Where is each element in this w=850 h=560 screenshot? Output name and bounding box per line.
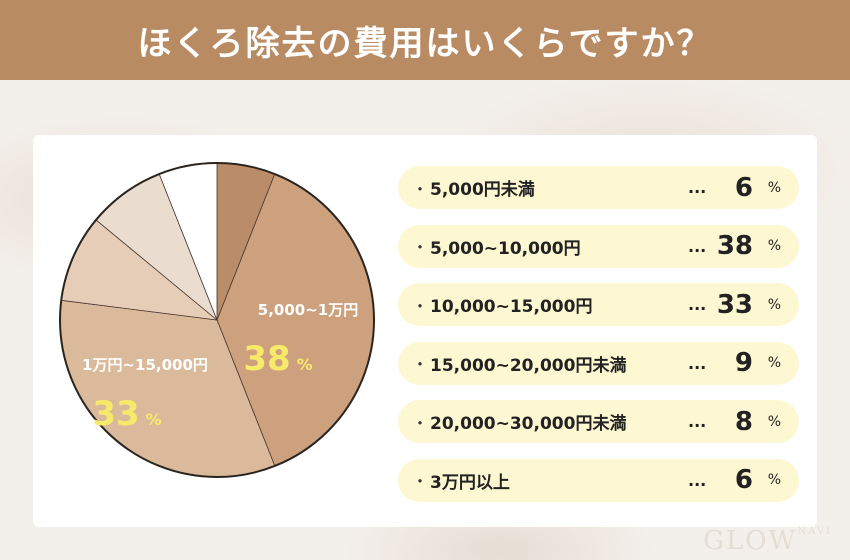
legend-value: 38 [716, 231, 753, 261]
legend-dots: ... [688, 236, 707, 256]
legend-value: 6 [734, 465, 753, 495]
legend-bullet: ・ [412, 413, 429, 433]
legend-unit: % [767, 355, 781, 371]
legend-row: ・ 5,000円未満... 6% [398, 166, 799, 209]
legend-label: 20,000~30,000円未満 [430, 414, 627, 434]
legend-row: ・ 20,000~30,000円未満... 8% [398, 400, 799, 443]
legend-unit: % [767, 179, 781, 196]
pie-outline [59, 162, 375, 478]
logo-sub: NAVI [797, 526, 832, 537]
legend-value: 9 [734, 348, 753, 378]
logo: GLOWNAVI [703, 526, 832, 556]
legend-row: ・ 5,000~10,000円... 38% [398, 224, 799, 268]
legend-label: 15,000~20,000円未満 [430, 355, 627, 376]
legend: ・ 5,000円未満... 6% ・ 5,000~10,000円... 38% ・ 10,00… [398, 166, 799, 517]
legend-bullet: ・ [412, 179, 429, 199]
legend-value: 6 [734, 172, 753, 203]
legend-row: ・ 15,000~20,000円未満... 9% [398, 341, 799, 385]
legend-label: 5,000円未満 [430, 180, 535, 200]
legend-bullet: ・ [412, 238, 429, 257]
legend-dots: ... [688, 178, 707, 197]
legend-unit: % [767, 238, 781, 254]
legend-value: 8 [734, 406, 753, 437]
legend-dots: ... [688, 295, 707, 314]
pie-chart: 5,000~1万円 38% 1万円~15,000円 33% [50, 160, 390, 500]
legend-value: 33 [716, 289, 753, 320]
pie-label-1: 5,000~1万円 [258, 301, 358, 319]
pie-chart-svg: 5,000~1万円 38 % 1万円~15,000円 33% [59, 162, 375, 478]
legend-dots: ... [688, 470, 707, 490]
legend-label: 5,000~10,000円 [430, 238, 581, 259]
legend-bullet: ・ [412, 355, 429, 374]
legend-label: 10,000~15,000円 [430, 297, 593, 317]
pie-value-1: 38% [243, 339, 312, 379]
legend-unit: % [767, 472, 781, 488]
header-banner: ほくろ除去の費用はいくらですか？ [0, 0, 850, 80]
legend-dots: ... [688, 412, 707, 431]
legend-label: 3万円以上 [430, 472, 510, 493]
pie-value-2: 33% [92, 394, 161, 434]
pie-label-2: 1万円~15,000円 [82, 356, 208, 374]
legend-bullet: ・ [412, 472, 429, 491]
legend-row: ・ 10,000~15,000円... 33% [398, 283, 799, 326]
legend-unit: % [767, 296, 781, 313]
logo-text: GLOW [703, 526, 798, 556]
legend-bullet: ・ [412, 296, 429, 316]
legend-row: ・ 3万円以上... 6% [398, 458, 799, 502]
legend-dots: ... [688, 353, 707, 373]
page-title: ほくろ除去の費用はいくらですか？ [137, 23, 713, 64]
legend-unit: % [767, 413, 781, 430]
